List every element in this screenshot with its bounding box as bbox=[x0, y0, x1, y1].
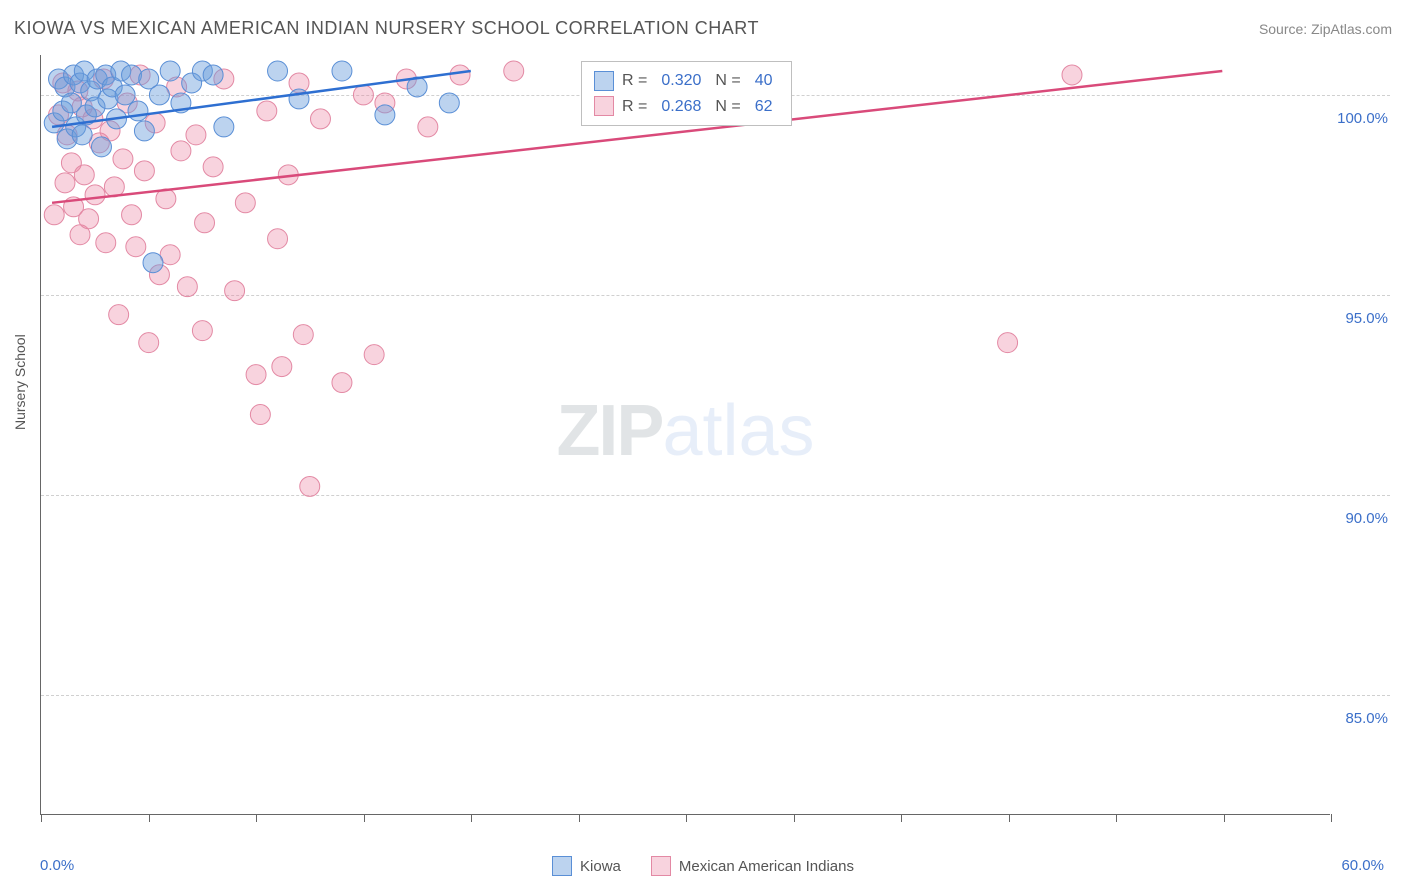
data-point bbox=[257, 101, 277, 121]
data-point bbox=[272, 357, 292, 377]
legend-label-kiowa: Kiowa bbox=[580, 858, 621, 875]
y-grid-label: 85.0% bbox=[1345, 710, 1388, 727]
source-label: Source: ZipAtlas.com bbox=[1259, 21, 1392, 37]
data-point bbox=[504, 61, 524, 81]
r-value-mexican: 0.268 bbox=[661, 94, 701, 120]
r-value-kiowa: 0.320 bbox=[661, 68, 701, 94]
n-label: N = bbox=[715, 68, 740, 94]
data-point bbox=[332, 373, 352, 393]
data-point bbox=[139, 333, 159, 353]
data-point bbox=[364, 345, 384, 365]
data-point bbox=[268, 229, 288, 249]
data-point bbox=[268, 61, 288, 81]
swatch-kiowa-icon bbox=[552, 856, 572, 876]
data-point bbox=[177, 277, 197, 297]
y-grid-label: 90.0% bbox=[1345, 510, 1388, 527]
data-point bbox=[134, 161, 154, 181]
data-point bbox=[235, 193, 255, 213]
data-point bbox=[332, 61, 352, 81]
data-point bbox=[72, 125, 92, 145]
bottom-legend: Kiowa Mexican American Indians bbox=[0, 856, 1406, 876]
n-value-kiowa: 40 bbox=[755, 68, 773, 94]
data-point bbox=[126, 237, 146, 257]
n-value-mexican: 62 bbox=[755, 94, 773, 120]
swatch-mexican-icon bbox=[651, 856, 671, 876]
data-point bbox=[96, 233, 116, 253]
data-point bbox=[79, 209, 99, 229]
legend-item-kiowa: Kiowa bbox=[552, 856, 621, 876]
y-grid-label: 100.0% bbox=[1337, 110, 1388, 127]
swatch-mexican bbox=[594, 96, 614, 116]
y-axis-title: Nursery School bbox=[12, 334, 28, 430]
data-point bbox=[55, 173, 75, 193]
data-point bbox=[998, 333, 1018, 353]
data-point bbox=[149, 85, 169, 105]
r-label: R = bbox=[622, 68, 647, 94]
data-point bbox=[203, 157, 223, 177]
data-point bbox=[195, 213, 215, 233]
data-point bbox=[214, 117, 234, 137]
data-point bbox=[109, 305, 129, 325]
data-point bbox=[250, 405, 270, 425]
data-point bbox=[375, 105, 395, 125]
data-point bbox=[74, 165, 94, 185]
data-point bbox=[293, 325, 313, 345]
data-point bbox=[91, 137, 111, 157]
data-point bbox=[122, 205, 142, 225]
scatter-svg bbox=[41, 55, 1330, 814]
y-grid-label: 95.0% bbox=[1345, 310, 1388, 327]
data-point bbox=[353, 85, 373, 105]
plot-area: 100.0%95.0%90.0%85.0% ZIPatlas R = 0.320… bbox=[40, 55, 1330, 815]
data-point bbox=[203, 65, 223, 85]
data-point bbox=[85, 185, 105, 205]
data-point bbox=[450, 65, 470, 85]
stats-row-mexican: R = 0.268 N = 62 bbox=[594, 94, 779, 120]
r-label: R = bbox=[622, 94, 647, 120]
n-label: N = bbox=[715, 94, 740, 120]
source-name: ZipAtlas.com bbox=[1311, 21, 1392, 37]
data-point bbox=[1062, 65, 1082, 85]
legend-label-mexican: Mexican American Indians bbox=[679, 858, 854, 875]
data-point bbox=[128, 101, 148, 121]
data-point bbox=[439, 93, 459, 113]
data-point bbox=[171, 141, 191, 161]
data-point bbox=[310, 109, 330, 129]
data-point bbox=[192, 321, 212, 341]
data-point bbox=[300, 476, 320, 496]
data-point bbox=[44, 205, 64, 225]
data-point bbox=[115, 85, 135, 105]
data-point bbox=[122, 65, 142, 85]
data-point bbox=[143, 253, 163, 273]
data-point bbox=[113, 149, 133, 169]
data-point bbox=[418, 117, 438, 137]
swatch-kiowa bbox=[594, 71, 614, 91]
data-point bbox=[246, 365, 266, 385]
legend-item-mexican: Mexican American Indians bbox=[651, 856, 854, 876]
data-point bbox=[160, 61, 180, 81]
stats-row-kiowa: R = 0.320 N = 40 bbox=[594, 68, 779, 94]
stats-legend: R = 0.320 N = 40 R = 0.268 N = 62 bbox=[581, 61, 792, 126]
data-point bbox=[134, 121, 154, 141]
data-point bbox=[225, 281, 245, 301]
data-point bbox=[186, 125, 206, 145]
source-prefix: Source: bbox=[1259, 21, 1311, 37]
chart-title: KIOWA VS MEXICAN AMERICAN INDIAN NURSERY… bbox=[14, 18, 759, 39]
